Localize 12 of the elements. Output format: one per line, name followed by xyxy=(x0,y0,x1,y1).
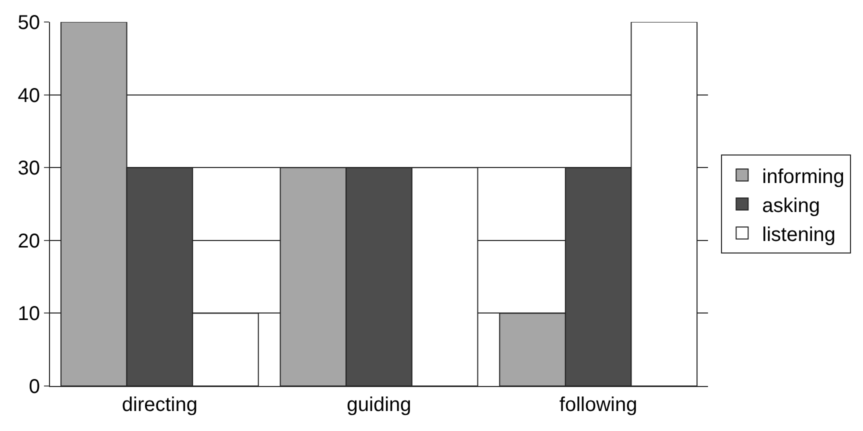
legend-label: informing xyxy=(762,166,844,188)
y-tick-label: 0 xyxy=(28,376,40,398)
legend-label: listening xyxy=(762,224,836,246)
y-tick-label: 40 xyxy=(18,84,40,107)
x-tick-label: following xyxy=(559,394,638,416)
y-tick-label: 50 xyxy=(18,12,40,34)
y-tick-label: 20 xyxy=(18,230,40,252)
x-tick-label: directing xyxy=(122,394,198,416)
y-tick-label: 10 xyxy=(18,303,40,326)
x-tick-label: guiding xyxy=(346,394,412,416)
y-tick-label: 30 xyxy=(18,158,40,180)
legend-label: asking xyxy=(762,194,820,217)
